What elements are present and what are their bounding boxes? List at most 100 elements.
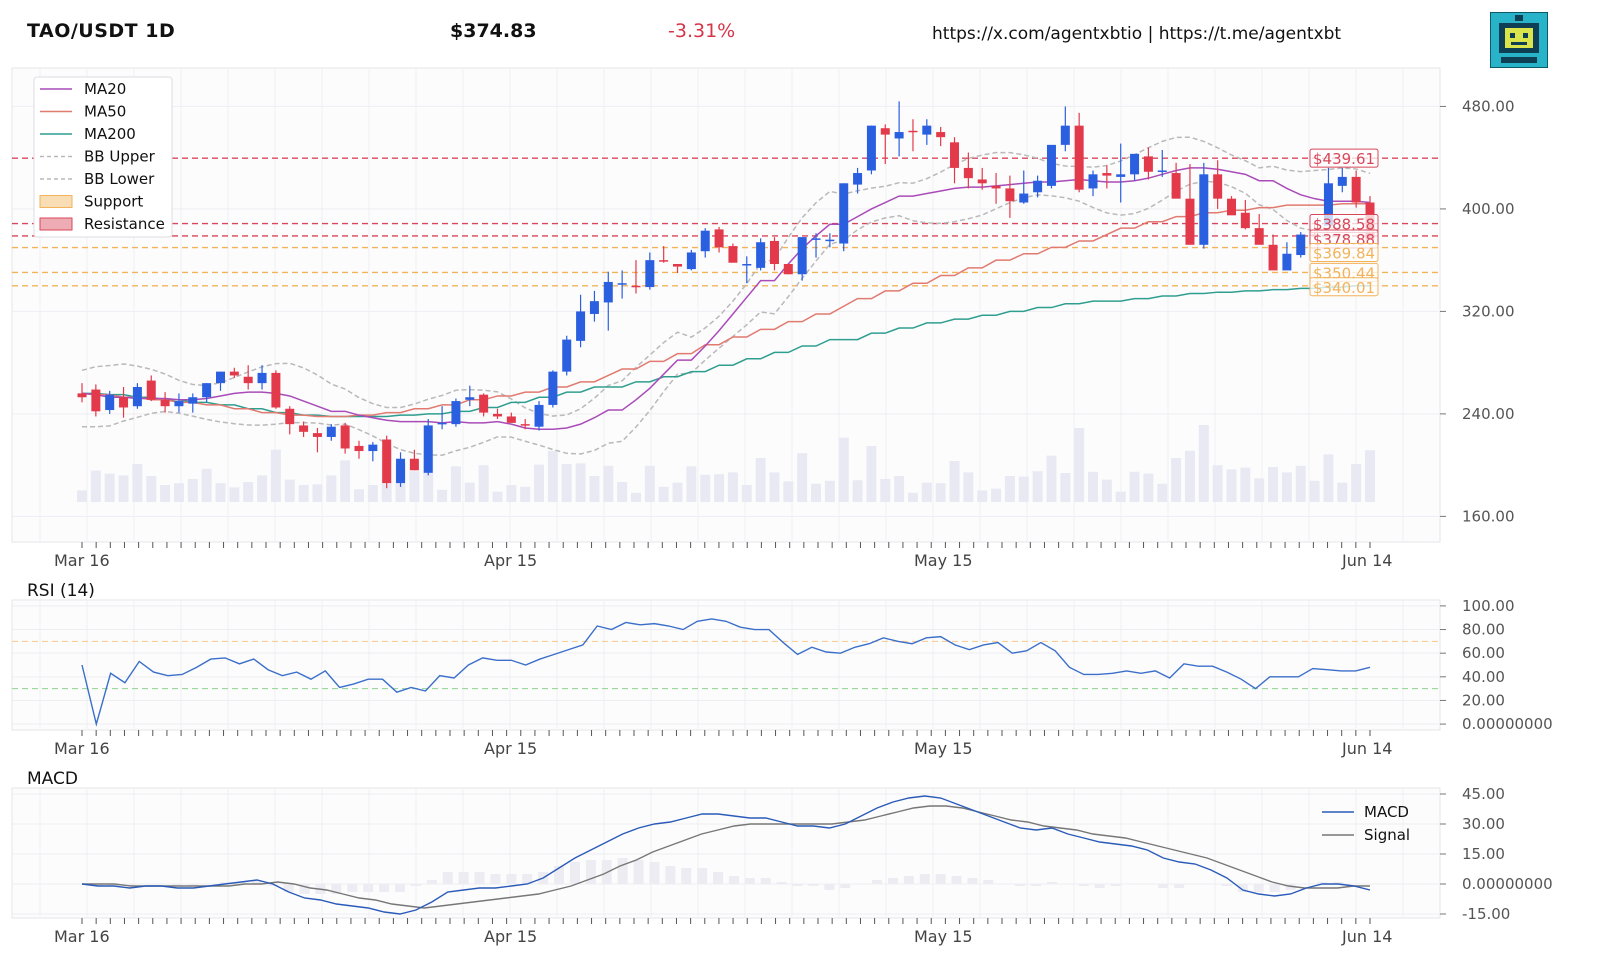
volume-bar (284, 479, 295, 502)
volume-bar (1198, 425, 1209, 502)
main-xtick-label: Mar 16 (54, 551, 110, 570)
macd-histogram-bar (1237, 884, 1248, 892)
candle-body (91, 389, 101, 412)
volume-bar (838, 437, 849, 502)
volume-bar (1060, 473, 1071, 502)
robot-logo-icon (1490, 12, 1548, 68)
volume-bar (714, 474, 725, 502)
volume-bar (921, 482, 932, 502)
volume-bar (1240, 467, 1251, 502)
volume-bar (423, 449, 434, 502)
macd-histogram-bar (490, 874, 501, 884)
macd-histogram-bar (124, 884, 135, 886)
candle-body (105, 394, 115, 411)
volume-bar (1351, 464, 1362, 502)
candle-body (977, 179, 987, 184)
volume-bar (1365, 450, 1375, 502)
candle-body (326, 426, 336, 437)
main-ytick-label: 320.00 (1462, 302, 1515, 320)
macd-histogram-bar (967, 878, 978, 884)
main-legend: MA20 MA50 MA200 BB Upper BB Lower Support Resi… (33, 76, 173, 238)
candle-body (645, 260, 655, 288)
candle-body (202, 383, 212, 398)
volume-bar (478, 465, 489, 502)
volume-bar (1101, 479, 1112, 502)
candle-body (1005, 188, 1015, 202)
candle-body (465, 397, 475, 400)
ma200-line (82, 285, 1370, 418)
legend-label: MA50 (84, 103, 126, 121)
bb-lower-line (81, 180, 1371, 456)
volume-bar (506, 485, 517, 502)
candle-body (756, 242, 766, 268)
rsi-ytick-label: 40.00 (1462, 668, 1505, 686)
rsi-ytick-label: 80.00 (1462, 621, 1505, 639)
macd-histogram-bar (426, 880, 437, 884)
candle-body (811, 238, 821, 240)
main-ytick-label: 240.00 (1462, 405, 1515, 423)
volume-bar (894, 476, 905, 502)
macd-histogram-bar (585, 860, 596, 884)
candle-body (368, 444, 378, 452)
legend-label: MA200 (84, 125, 136, 143)
candle-body (1351, 176, 1361, 203)
candle-body (1116, 174, 1126, 177)
candle-body (1337, 176, 1347, 186)
candle-body (1033, 180, 1043, 193)
macd-histogram-bar (728, 876, 739, 884)
volume-bar (1268, 467, 1279, 502)
macd-legend-label: MACD (1364, 803, 1409, 821)
support-label-box (1309, 277, 1379, 297)
volume-bar (1184, 450, 1195, 502)
macd-histogram-bar (681, 868, 692, 884)
volume-bar (1254, 478, 1265, 502)
candle-body (1088, 174, 1098, 189)
rsi-ytick-label: 60.00 (1462, 644, 1505, 662)
candle-body (312, 433, 322, 437)
candle-body (354, 445, 364, 452)
volume-bar (1295, 465, 1306, 502)
volume-bar (1032, 471, 1043, 502)
volume-bar (589, 476, 600, 502)
macd-histogram-bar (410, 884, 421, 886)
support-label-box (1309, 243, 1379, 263)
candle-body (839, 183, 849, 244)
volume-bar (132, 464, 143, 502)
macd-histogram-bar (92, 884, 103, 886)
candle-body (1213, 174, 1223, 199)
candle-body (340, 425, 350, 449)
volume-bar (534, 464, 545, 502)
candle-body (174, 401, 184, 407)
volume-bar (797, 453, 808, 502)
macd-legend: MACD Signal (1322, 803, 1410, 844)
macd-histogram-bar (872, 880, 883, 884)
macd-histogram-bar (1094, 884, 1105, 888)
volume-bar (1323, 454, 1334, 502)
candle-body (299, 425, 309, 432)
macd-histogram-bar (1046, 882, 1057, 884)
candle-body (742, 264, 752, 266)
candle-body (77, 393, 87, 398)
volume-bar (1074, 428, 1085, 502)
volume-bar (409, 471, 420, 502)
volume-bar (298, 485, 309, 502)
volume-bar (1046, 455, 1057, 502)
macd-histogram-bar (522, 874, 533, 884)
macd-panel-title: MACD (27, 769, 78, 789)
volume-bar (935, 483, 946, 502)
candle-body (119, 397, 129, 408)
candle-body (520, 424, 530, 426)
macd-histogram-bar (395, 884, 406, 892)
volume-bar (561, 464, 572, 502)
candle-body (1171, 173, 1181, 199)
macd-histogram-bar (697, 868, 708, 884)
rsi-xtick-label: May 15 (914, 739, 973, 758)
signal-line (82, 805, 1370, 909)
candle-body (492, 413, 502, 417)
macd-histogram-bar (919, 874, 930, 884)
volume-bar (1088, 471, 1099, 502)
macd-histogram-bar (1158, 884, 1169, 888)
candle-body (437, 422, 447, 425)
macd-ytick-label: 45.00 (1462, 785, 1505, 803)
